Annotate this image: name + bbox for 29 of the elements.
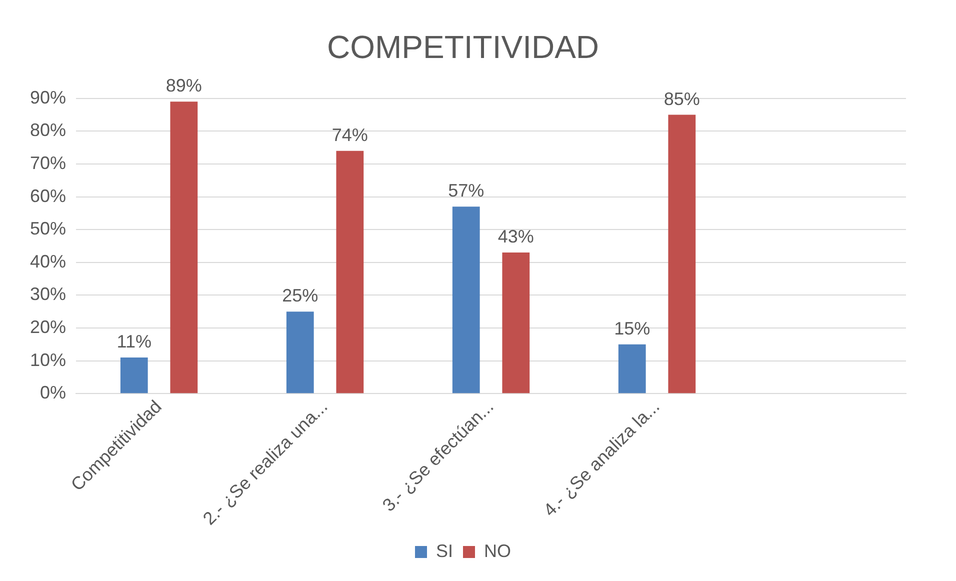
y-tick-label: 70% bbox=[30, 152, 66, 173]
data-label: 74% bbox=[332, 124, 368, 145]
bar bbox=[336, 150, 364, 394]
y-tick-label: 20% bbox=[30, 316, 66, 337]
bar bbox=[452, 206, 480, 394]
y-tick-label: 80% bbox=[30, 120, 66, 140]
y-tick-label: 90% bbox=[30, 87, 66, 108]
bar bbox=[668, 114, 696, 394]
y-tick-label: 50% bbox=[30, 218, 66, 239]
y-tick-label: 0% bbox=[40, 382, 66, 403]
data-label: 85% bbox=[664, 88, 700, 109]
data-label: 25% bbox=[282, 286, 318, 306]
chart-title: COMPETITIVIDAD bbox=[326, 29, 600, 66]
y-tick-label: 10% bbox=[30, 350, 66, 370]
y-tick-label: 30% bbox=[30, 284, 66, 304]
data-label: 43% bbox=[498, 226, 534, 247]
legend-label: SI bbox=[436, 540, 454, 561]
bar bbox=[120, 358, 148, 394]
bar bbox=[170, 102, 198, 394]
data-label: 57% bbox=[448, 180, 484, 201]
legend-label: NO bbox=[484, 540, 512, 561]
data-label: 11% bbox=[116, 331, 152, 352]
bar bbox=[286, 312, 314, 394]
data-label: 89% bbox=[166, 76, 202, 96]
data-label: 15% bbox=[614, 318, 650, 338]
bar bbox=[502, 252, 530, 394]
y-tick-label: 40% bbox=[30, 251, 66, 272]
y-tick-label: 60% bbox=[30, 186, 66, 206]
bar bbox=[618, 344, 646, 394]
